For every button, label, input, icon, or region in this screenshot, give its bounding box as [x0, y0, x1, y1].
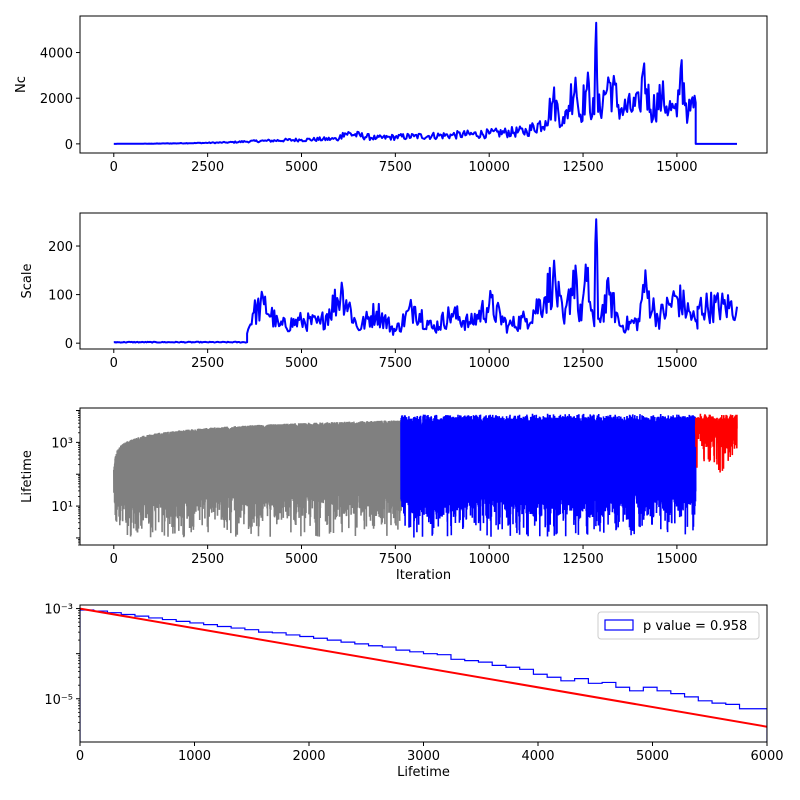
legend-box [597, 611, 760, 640]
series-trace-2 [400, 413, 697, 538]
y-tick-label: 10⁻³ [44, 603, 73, 618]
y-tick-label: 10³ [51, 436, 73, 451]
legend-swatch [604, 619, 634, 631]
x-tick-label: 6000 [750, 749, 783, 764]
x-tick-label: 15000 [656, 356, 697, 371]
series-line-1 [113, 21, 737, 145]
subplot-2: 0 2500 5000 7500 10000 12500 15000 0 100 200 Scale [20, 212, 768, 371]
axes-frame [79, 15, 768, 154]
x-tick-label: 0 [110, 160, 118, 175]
x-tick-label: 3000 [407, 749, 440, 764]
plot-area [113, 413, 738, 538]
y-tick-label: 10⁻⁵ [44, 693, 73, 708]
y-axis-label: Lifetime [20, 450, 35, 503]
x-tick-label: 15000 [656, 160, 697, 175]
x-tick-label: 4000 [521, 749, 554, 764]
x-axis-label: Lifetime [397, 765, 450, 780]
legend: p value = 0.958 [597, 611, 760, 640]
y-tick-label: 10¹ [51, 500, 73, 515]
x-tick-label: 12500 [562, 552, 603, 567]
fit-line [80, 607, 767, 728]
y-tick-label: 200 [48, 240, 73, 255]
x-tick-label: 0 [76, 749, 84, 764]
x-tick-label: 10000 [469, 552, 510, 567]
x-tick-label: 2500 [191, 356, 224, 371]
x-tick-label: 0 [110, 356, 118, 371]
x-tick-label: 7500 [379, 552, 412, 567]
histogram-step [80, 609, 767, 742]
x-tick-label: 2000 [292, 749, 325, 764]
plot-area [113, 218, 738, 344]
series-line-1 [113, 218, 738, 344]
y-tick-label: 100 [48, 289, 73, 304]
x-tick-label: 10000 [469, 160, 510, 175]
series-trace-3 [694, 413, 738, 473]
x-tick-label: 10000 [469, 356, 510, 371]
x-tick-label: 2500 [191, 160, 224, 175]
y-tick-label: 4000 [40, 47, 73, 62]
x-tick-label: 12500 [562, 160, 603, 175]
y-tick-label: 0 [65, 337, 73, 352]
y-axis-label: Scale [20, 264, 35, 299]
y-axis-label: Nc [14, 76, 29, 93]
x-tick-label: 7500 [379, 356, 412, 371]
axes-frame [79, 212, 768, 350]
x-tick-label: 15000 [656, 552, 697, 567]
x-tick-label: 7500 [379, 160, 412, 175]
x-tick-label: 12500 [562, 356, 603, 371]
x-tick-label: 5000 [285, 356, 318, 371]
legend-label: p value = 0.958 [643, 619, 747, 634]
x-tick-label: 2500 [191, 552, 224, 567]
x-tick-label: 0 [110, 552, 118, 567]
subplot-4: 0 1000 2000 3000 4000 5000 6000 10⁻³ 10⁻⁵ Lifetim… [44, 603, 783, 780]
x-tick-label: 5000 [636, 749, 669, 764]
x-axis-label: Iteration [396, 568, 451, 583]
x-tick-label: 1000 [178, 749, 211, 764]
subplot-1: 0 2500 5000 7500 10000 12500 15000 0 2000 4000 Nc [14, 15, 768, 175]
x-tick-label: 5000 [285, 552, 318, 567]
subplot-3: 0 2500 5000 7500 10000 12500 15000 10¹ 10³ Lifeti… [20, 407, 768, 583]
plot-area [113, 21, 737, 145]
axes-frame [79, 407, 768, 546]
series-trace-1 [113, 420, 402, 538]
plot-area [80, 607, 767, 742]
x-tick-label: 5000 [285, 160, 318, 175]
y-tick-label: 2000 [40, 92, 73, 107]
y-tick-label: 0 [65, 138, 73, 153]
